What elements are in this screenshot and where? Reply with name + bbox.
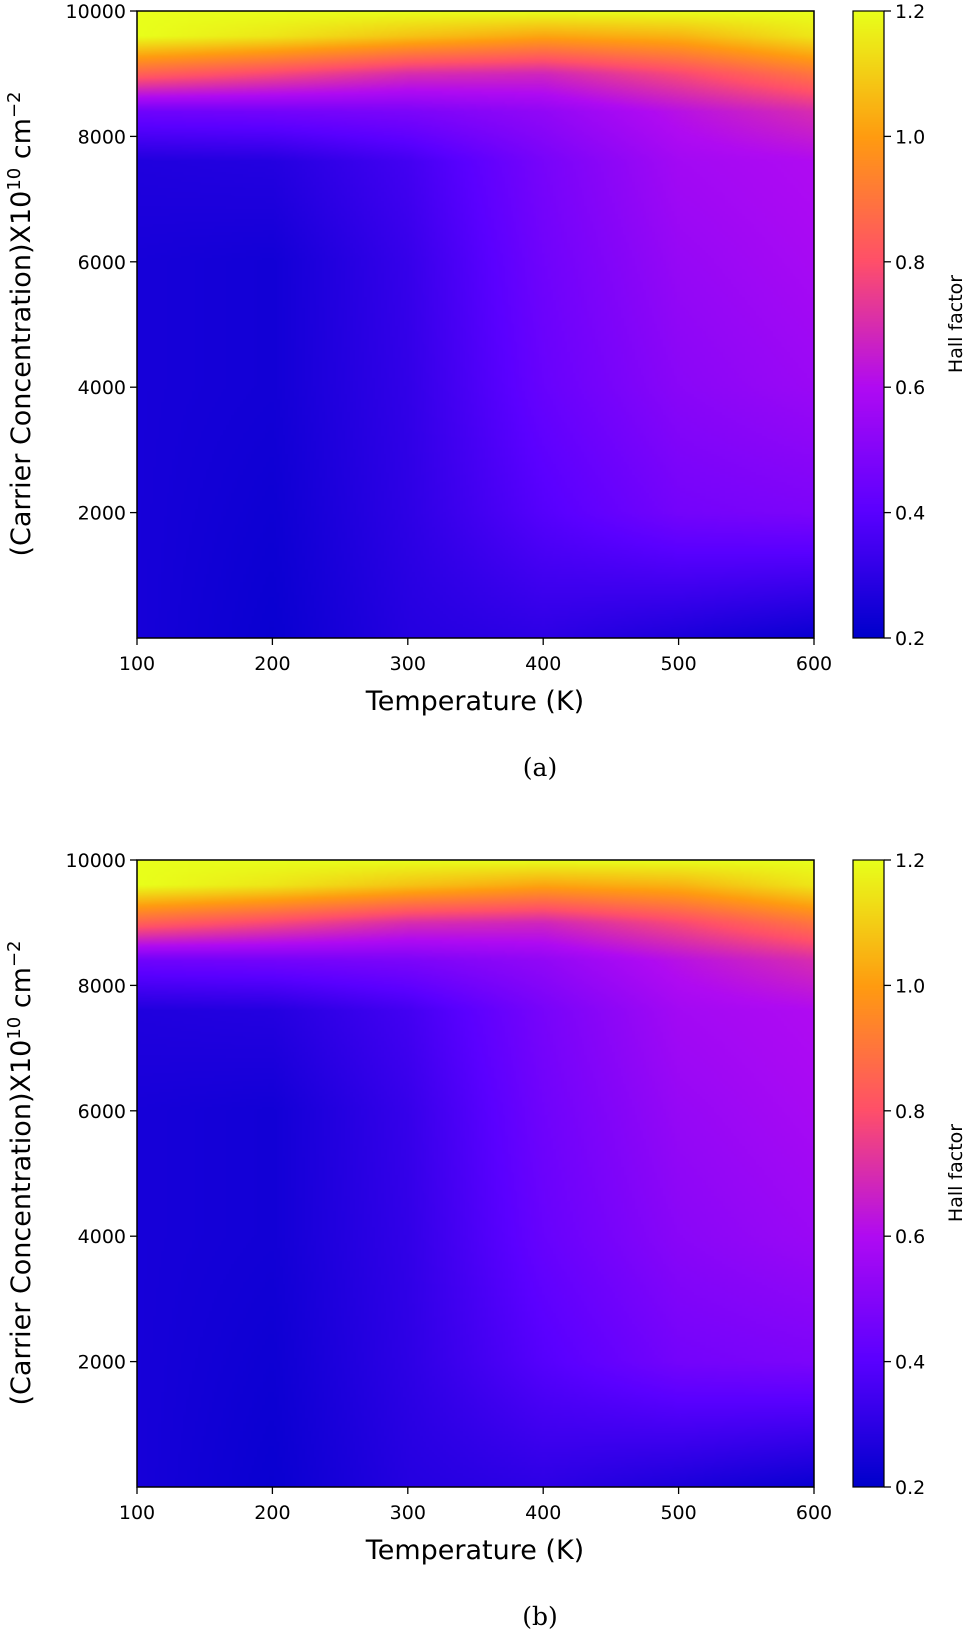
y-ticks-a: 2000 4000 6000 8000 10000 (66, 1, 137, 525)
y-tick-label: 2000 (78, 1352, 126, 1374)
colorbar-frame-a (852, 10, 885, 639)
colorbar-label-b: Hall factor (945, 1124, 967, 1222)
y-tick-label: 2000 (78, 503, 126, 525)
y-tick-label: 8000 (78, 975, 126, 997)
x-tick-label: 500 (660, 653, 696, 675)
panel-b: 100 200 300 400 500 600 2000 4000 6000 8000 10000… (4, 850, 967, 1631)
x-axis-label-a: Temperature (K) (365, 686, 584, 717)
y-tick-label: 6000 (78, 252, 126, 274)
colorbar-tick-label: 0.8 (895, 1101, 925, 1123)
x-ticks-b: 100 200 300 400 500 600 (119, 1487, 832, 1524)
colorbar-tick-label: 0.4 (895, 1352, 925, 1374)
colorbar-label-a: Hall factor (945, 275, 967, 373)
colorbar-ticks-b: 0.2 0.4 0.6 0.8 1.0 1.2 (884, 850, 925, 1499)
colorbar-tick-label: 0.2 (895, 628, 925, 650)
x-tick-label: 100 (119, 1502, 155, 1524)
heatmap-image-a (137, 11, 814, 638)
y-tick-label: 10000 (66, 850, 126, 872)
colorbar-tick-label: 0.4 (895, 503, 925, 525)
y-tick-label: 10000 (66, 1, 126, 23)
colorbar-tick-label: 1.2 (895, 850, 925, 872)
y-tick-label: 4000 (78, 1226, 126, 1248)
x-tick-label: 200 (254, 1502, 290, 1524)
x-tick-label: 500 (660, 1502, 696, 1524)
y-axis-label-b: (Carrier Concentration)X1010 cm−2 (4, 940, 37, 1405)
x-tick-label: 300 (390, 653, 426, 675)
x-tick-label: 300 (390, 1502, 426, 1524)
y-axis-label-a: (Carrier Concentration)X1010 cm−2 (4, 91, 37, 556)
panel-caption-a: (a) (523, 753, 557, 782)
colorbar-tick-label: 1.0 (895, 975, 925, 997)
colorbar-ticks-a: 0.2 0.4 0.6 0.8 1.0 1.2 (884, 1, 925, 650)
x-tick-label: 100 (119, 653, 155, 675)
colorbar-frame-b (852, 859, 885, 1488)
panel-a: 100 200 300 400 500 600 2000 4000 6000 8000 10000… (4, 1, 967, 782)
plot-frame-b (136, 859, 815, 1488)
colorbar-tick-label: 0.6 (895, 1226, 925, 1248)
x-tick-label: 600 (796, 1502, 832, 1524)
x-tick-label: 400 (525, 653, 561, 675)
x-tick-label: 600 (796, 653, 832, 675)
colorbar-tick-label: 1.2 (895, 1, 925, 23)
x-tick-label: 200 (254, 653, 290, 675)
plot-frame-a (136, 10, 815, 639)
colorbar-b (853, 860, 884, 1487)
y-tick-label: 8000 (78, 126, 126, 148)
x-ticks-a: 100 200 300 400 500 600 (119, 638, 832, 675)
colorbar-tick-label: 0.6 (895, 377, 925, 399)
heatmap-image-b (137, 860, 814, 1487)
colorbar-tick-label: 0.2 (895, 1477, 925, 1499)
x-axis-label-b: Temperature (K) (365, 1535, 584, 1566)
colorbar-tick-label: 1.0 (895, 126, 925, 148)
colorbar-tick-label: 0.8 (895, 252, 925, 274)
y-tick-label: 4000 (78, 377, 126, 399)
x-tick-label: 400 (525, 1502, 561, 1524)
y-tick-label: 6000 (78, 1101, 126, 1123)
panel-caption-b: (b) (522, 1602, 558, 1631)
y-ticks-b: 2000 4000 6000 8000 10000 (66, 850, 137, 1374)
colorbar-a (853, 11, 884, 638)
